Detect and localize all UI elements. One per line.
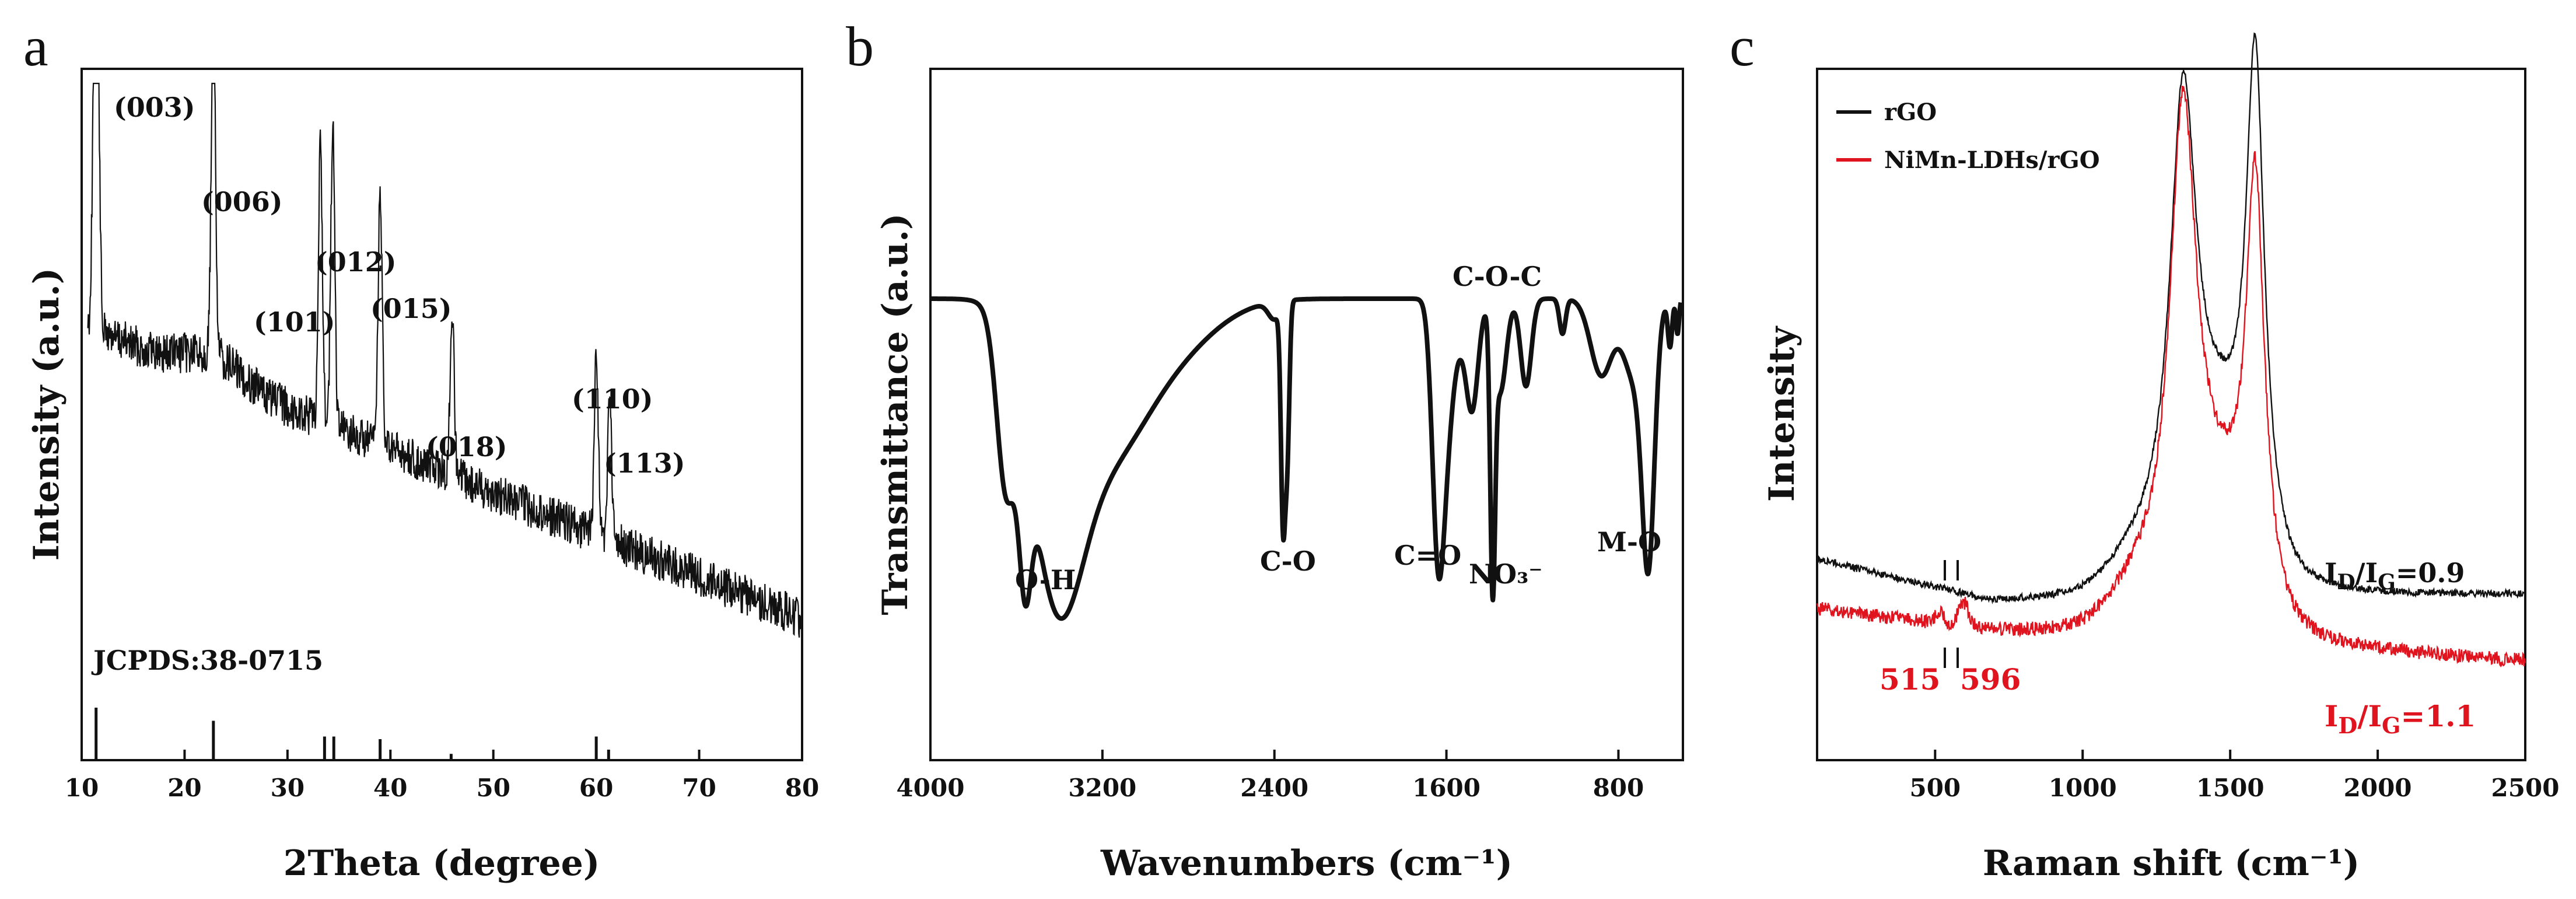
x-tick-label-a: 20 (167, 774, 201, 802)
x-tick-label-a: 10 (65, 774, 99, 802)
peak-label: (006) (201, 186, 283, 218)
x-axis-title-c: Raman shift (cm⁻¹) (1983, 843, 2360, 884)
x-tick-label-b: 800 (1593, 774, 1644, 802)
x-tick-label-a: 50 (476, 774, 510, 802)
marker-label-515: 515 (1880, 662, 1940, 697)
band-label-coc: C-O-C (1452, 261, 1542, 292)
x-tick-label-b: 2400 (1240, 774, 1308, 802)
reference-lines (94, 708, 610, 760)
x-axis-title-b: Wavenumbers (cm⁻¹) (1100, 843, 1513, 884)
panel-letter-a: a (23, 15, 48, 78)
plot-frame-a (80, 68, 803, 761)
x-tick-label-c: 2500 (2491, 774, 2560, 802)
plot-frame-b (929, 68, 1684, 761)
panel-a: a 10 20 30 40 50 60 70 80 (003)(006)(101)(012)(… (23, 15, 819, 884)
legend-label-nimn: NiMn-LDHs/rGO (1884, 146, 2100, 174)
x-tick-label-a: 60 (579, 774, 613, 802)
x-tick-label-a: 40 (373, 774, 407, 802)
ratio-label-rgo: ID/IG=0.9 (2325, 557, 2465, 594)
x-tick-label-b: 3200 (1068, 774, 1136, 802)
band-label-oh: O-H (1015, 564, 1076, 596)
y-axis-title-a: Intensity (a.u.) (26, 268, 67, 561)
band-label-no3: NO₃⁻ (1469, 558, 1543, 590)
panel-letter-c: c (1730, 15, 1755, 78)
ftir-spectrum-line (928, 296, 1684, 621)
raman-line-nimn-ldhs-rgo (1816, 85, 2526, 668)
band-label-c-double-o: C=O (1394, 540, 1461, 571)
x-tick-label-a: 70 (682, 774, 716, 802)
x-tick-label-a: 80 (785, 774, 819, 802)
x-axis-ticks-b: 4000 3200 2400 1600 800 (897, 750, 1644, 802)
x-tick-label-c: 2000 (2344, 774, 2412, 802)
ratio-label-nimn: ID/IG=1.1 (2325, 699, 2476, 739)
x-tick-label-c: 1500 (2196, 774, 2264, 802)
panel-letter-b: b (846, 15, 874, 78)
y-axis-title-c: Intensity (1762, 326, 1803, 502)
peak-label: (003) (114, 92, 195, 123)
legend-label-rgo: rGO (1884, 99, 1937, 126)
x-axis-title-a: 2Theta (degree) (284, 843, 600, 884)
band-label-co: C-O (1260, 545, 1316, 577)
peak-label: (110) (572, 383, 653, 415)
xrd-pattern-line (87, 82, 803, 638)
x-tick-label-b: 1600 (1412, 774, 1480, 802)
x-axis-ticks-a: 10 20 30 40 50 60 70 80 (65, 750, 819, 802)
peak-labels-a: (003) (006) (101) (012) (015) (018) (110) (113) (114, 92, 685, 479)
x-tick-label-a: 30 (271, 774, 304, 802)
plot-frame-c (1816, 68, 2526, 761)
x-tick-label-c: 1000 (2049, 774, 2117, 802)
panel-c: c 500 1000 1500 2000 2500 rGO NiMn-LDHs/rGO … (1730, 15, 2559, 884)
jcpds-label: JCPDS:38-0715 (91, 645, 323, 676)
peak-label: (101) (254, 306, 335, 338)
band-label-mo: M-O (1597, 526, 1661, 558)
raman-line-rgo (1816, 32, 2526, 604)
x-tick-label-c: 500 (1909, 774, 1961, 802)
peak-label: (018) (426, 431, 508, 463)
peak-label: (113) (604, 447, 685, 479)
peak-label: (015) (370, 293, 452, 324)
peak-label: (012) (315, 246, 397, 278)
y-axis-title-b: Transmittance (a.u.) (875, 213, 916, 615)
marker-label-596: 596 (1960, 662, 2021, 697)
peak-markers (1944, 560, 1959, 668)
panel-b: b 4000 3200 2400 1600 800 O-H C-O C=O NO₃⁻ C… (846, 15, 1684, 884)
x-tick-label-b: 4000 (897, 774, 965, 802)
legend: rGO NiMn-LDHs/rGO (1836, 99, 2100, 174)
x-axis-ticks-c: 500 1000 1500 2000 2500 (1909, 750, 2559, 802)
